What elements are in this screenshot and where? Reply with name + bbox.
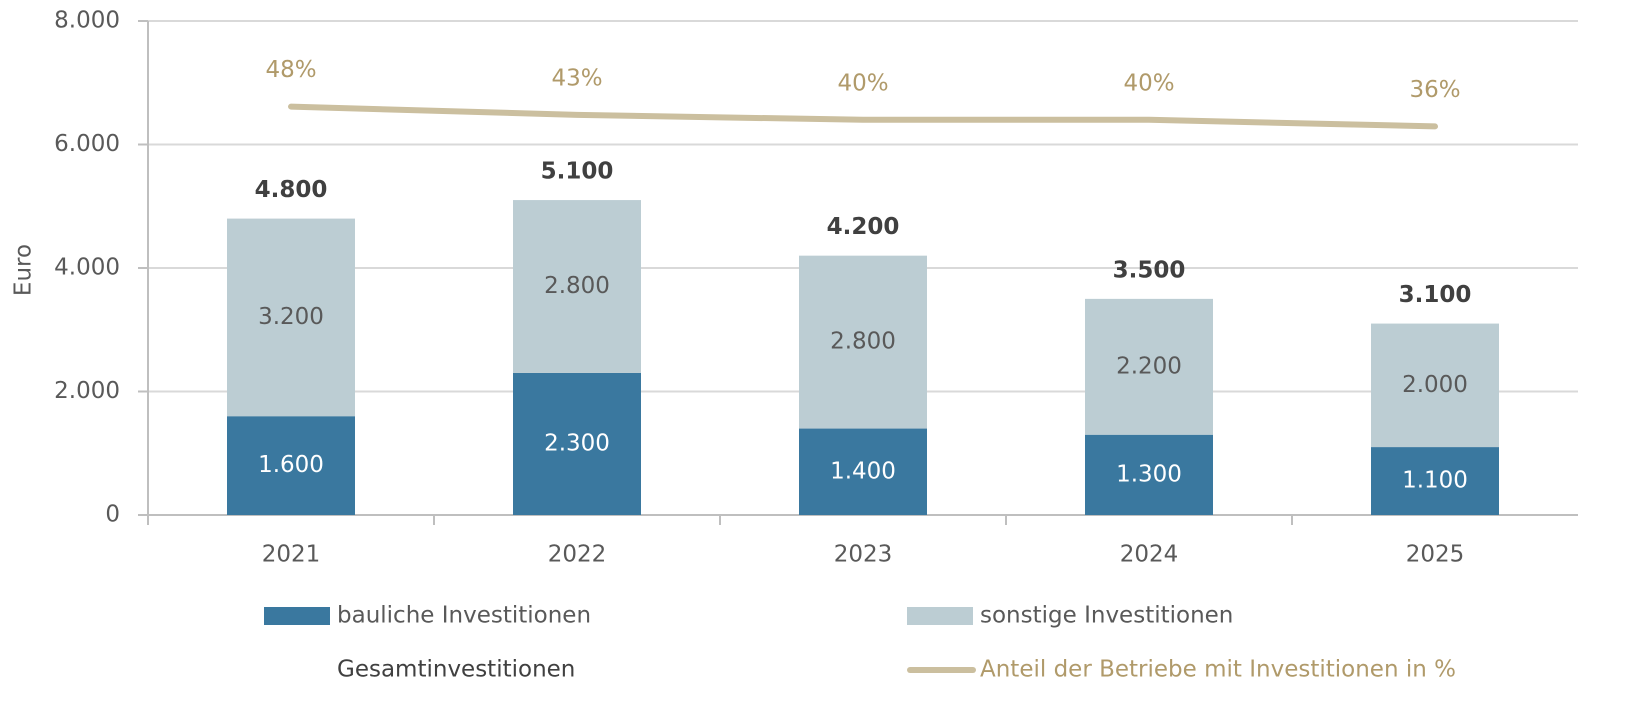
line-value-label: 43% — [551, 65, 602, 91]
x-tick-label: 2025 — [1406, 542, 1465, 568]
x-tick-label: 2021 — [262, 542, 321, 568]
y-tick-label: 6.000 — [54, 131, 120, 157]
bar-value-label: 2.200 — [1116, 353, 1182, 379]
legend-label: sonstige Investitionen — [980, 603, 1233, 629]
total-label: 4.200 — [827, 214, 900, 240]
total-label: 3.100 — [1399, 282, 1472, 308]
legend-label: Anteil der Betriebe mit Investitionen in… — [980, 657, 1456, 683]
y-tick-label: 0 — [105, 502, 120, 528]
line-value-label: 48% — [265, 57, 316, 83]
bar-value-label: 1.600 — [258, 452, 324, 478]
bar-segment — [227, 218, 355, 417]
y-axis-label: Euro — [11, 244, 37, 296]
line-value-label: 40% — [837, 70, 888, 96]
x-tick-label: 2024 — [1120, 542, 1179, 568]
legend-label: Gesamtinvestitionen — [337, 657, 575, 683]
line — [288, 103, 1438, 130]
bar-value-label: 2.800 — [544, 273, 610, 299]
bar-segment — [513, 372, 641, 515]
bar-value-label: 1.400 — [830, 458, 896, 484]
bar-segment — [1085, 298, 1213, 435]
bar-value-label: 2.300 — [544, 430, 610, 456]
bar-value-label: 2.800 — [830, 329, 896, 355]
bar-value-label: 1.100 — [1402, 468, 1468, 494]
x-tick-label: 2023 — [834, 542, 893, 568]
bar-segment — [799, 255, 927, 429]
legend-swatch — [264, 607, 330, 625]
y-tick-label: 2.000 — [54, 378, 120, 404]
total-label: 5.100 — [541, 159, 614, 185]
total-label: 3.500 — [1113, 257, 1186, 283]
bar-segment — [1371, 447, 1499, 515]
bar-segment — [227, 416, 355, 515]
bar-segment — [1085, 434, 1213, 515]
legend-swatch — [907, 607, 973, 625]
bar-segment — [513, 200, 641, 373]
total-label: 4.800 — [255, 177, 328, 203]
x-tick-label: 2022 — [548, 542, 607, 568]
line-value-label: 40% — [1123, 70, 1174, 96]
bar-value-label: 2.000 — [1402, 372, 1468, 398]
y-tick-label: 8.000 — [54, 8, 120, 34]
bar-value-label: 1.300 — [1116, 461, 1182, 487]
bar-segment — [799, 428, 927, 515]
bar-segment — [1371, 323, 1499, 448]
bar-value-label: 3.200 — [258, 304, 324, 330]
y-tick-label: 4.000 — [54, 255, 120, 281]
line-value-label: 36% — [1409, 77, 1460, 103]
legend-label: bauliche Investitionen — [337, 603, 591, 629]
